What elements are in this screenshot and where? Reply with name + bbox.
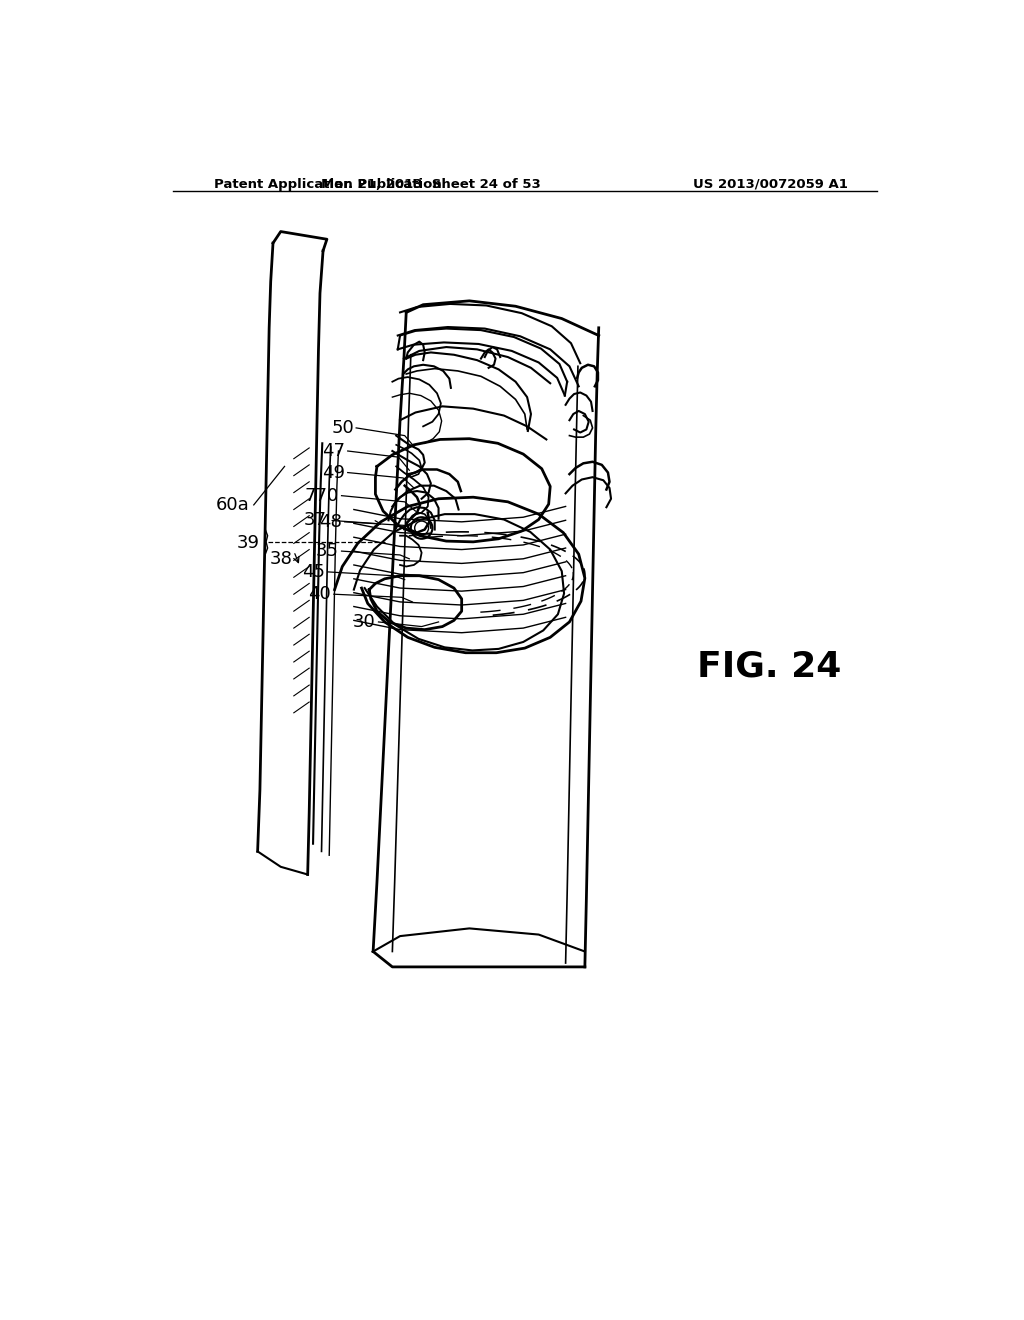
Text: 770: 770 bbox=[304, 487, 339, 504]
Text: US 2013/0072059 A1: US 2013/0072059 A1 bbox=[692, 178, 848, 190]
Text: 35: 35 bbox=[315, 543, 339, 560]
Text: 37: 37 bbox=[304, 511, 327, 529]
Text: Mar. 21, 2013  Sheet 24 of 53: Mar. 21, 2013 Sheet 24 of 53 bbox=[321, 178, 541, 190]
Text: 49: 49 bbox=[322, 463, 345, 482]
Text: 30: 30 bbox=[352, 612, 376, 631]
Text: 50: 50 bbox=[331, 418, 354, 437]
Text: 48: 48 bbox=[319, 513, 342, 531]
Text: 38: 38 bbox=[269, 550, 292, 568]
Text: Patent Application Publication: Patent Application Publication bbox=[214, 178, 441, 190]
Text: FIG. 24: FIG. 24 bbox=[697, 649, 842, 684]
Text: 39: 39 bbox=[237, 535, 260, 552]
Text: 47: 47 bbox=[322, 442, 345, 459]
Text: 60a: 60a bbox=[216, 496, 250, 513]
Text: 45: 45 bbox=[302, 562, 325, 581]
Text: 40: 40 bbox=[308, 585, 331, 603]
